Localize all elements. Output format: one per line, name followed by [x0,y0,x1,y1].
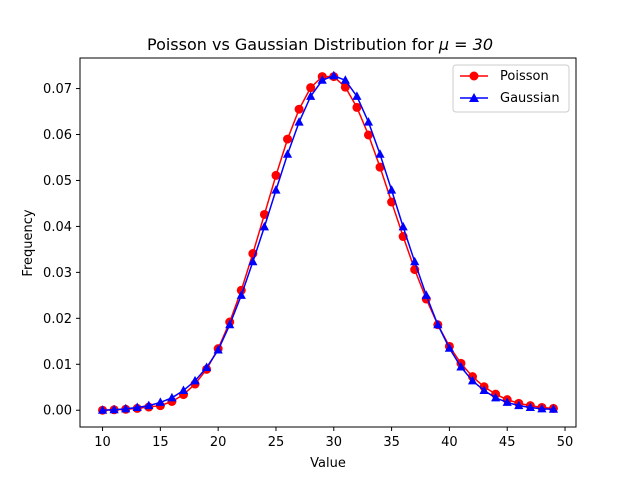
legend-marker-gaussian [469,93,479,102]
data-point-gaussian [248,256,258,266]
y-tick-label: 0.07 [43,82,72,97]
data-point-gaussian [375,149,385,158]
data-point-gaussian [132,402,142,411]
plot-area [97,70,559,415]
data-point-poisson [387,197,397,207]
data-point-gaussian [514,400,524,410]
data-point-gaussian [467,375,478,385]
data-point-gaussian [479,385,489,394]
chart-title: Poisson vs Gaussian Distribution for μ =… [147,35,493,54]
data-point-gaussian [178,385,189,394]
data-point-poisson [283,134,293,144]
x-tick-label: 15 [152,435,169,450]
y-tick-label: 0.03 [43,266,72,281]
x-tick-label: 45 [499,435,516,450]
y-tick-label: 0.04 [43,220,72,235]
legend-label-gaussian: Gaussian [500,91,560,106]
data-point-gaussian [421,290,431,299]
y-axis-label: Frequency [21,209,36,276]
data-point-gaussian [398,221,408,231]
data-point-gaussian [202,362,212,371]
data-point-gaussian [213,345,223,354]
data-point-gaussian [294,117,304,126]
x-tick-label: 50 [557,435,574,450]
data-point-gaussian [97,405,108,414]
data-point-poisson [363,130,373,140]
data-point-poisson [340,82,350,92]
data-point-gaussian [386,185,397,194]
y-tick-label: 0.05 [43,174,72,189]
data-point-gaussian [144,400,154,410]
data-point-gaussian [502,397,512,406]
data-point-gaussian [433,319,443,329]
data-point-gaussian [537,403,547,413]
data-point-gaussian [155,397,165,406]
data-point-poisson [306,83,316,93]
data-point-gaussian [456,362,466,371]
data-point-gaussian [491,392,501,402]
y-tick-label: 0.06 [43,128,72,143]
data-point-gaussian [444,343,454,352]
x-tick-label: 35 [383,435,400,450]
data-point-gaussian [306,91,316,100]
data-point-gaussian [525,402,535,411]
data-point-poisson [375,162,385,172]
data-point-poisson [352,102,362,112]
data-point-poisson [294,104,304,114]
legend-item-poisson: Poisson [460,69,549,84]
data-point-gaussian [121,403,131,413]
x-tick-label: 30 [326,435,343,450]
data-point-poisson [259,209,269,219]
legend-item-gaussian: Gaussian [460,91,560,106]
legend: Poisson Gaussian [452,64,570,113]
data-point-gaussian [271,185,281,194]
series-gaussian [97,70,559,414]
series-line-gaussian [102,74,554,411]
data-point-gaussian [410,256,420,266]
x-tick-label: 40 [441,435,458,450]
data-point-gaussian [109,404,119,414]
x-tick-label: 10 [94,435,111,450]
data-point-gaussian [167,392,177,402]
data-point-gaussian [317,75,327,84]
x-tick-label: 20 [210,435,227,450]
chart-title-math: μ = 30 [438,35,493,54]
data-point-gaussian [259,221,270,231]
y-tick-label: 0.02 [43,312,72,327]
data-point-gaussian [225,319,235,329]
legend-marker-poisson [469,71,479,81]
data-point-gaussian [340,75,350,84]
data-point-gaussian [282,149,293,158]
legend-label-poisson: Poisson [500,69,549,84]
data-point-gaussian [352,91,362,100]
x-tick-label: 25 [268,435,285,450]
x-axis-label: Value [310,456,346,471]
y-tick-label: 0.01 [43,358,72,373]
data-point-gaussian [236,290,246,299]
data-point-gaussian [190,375,200,385]
data-point-gaussian [363,117,374,126]
series-line-poisson [102,75,554,411]
axis-ticks: 10 15 20 25 30 35 40 45 50 0.00 0.01 0.02 0.03 0.04 0.… [43,82,573,450]
data-point-gaussian [329,70,339,80]
chart-title-text: Poisson vs Gaussian Distribution for [147,35,439,54]
y-tick-label: 0.00 [43,404,72,419]
data-point-gaussian [548,404,559,413]
axes-frame [79,57,577,428]
data-point-poisson [271,170,281,180]
